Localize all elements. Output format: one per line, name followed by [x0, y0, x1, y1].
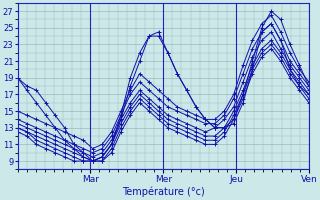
X-axis label: Température (°c): Température (°c): [122, 187, 204, 197]
